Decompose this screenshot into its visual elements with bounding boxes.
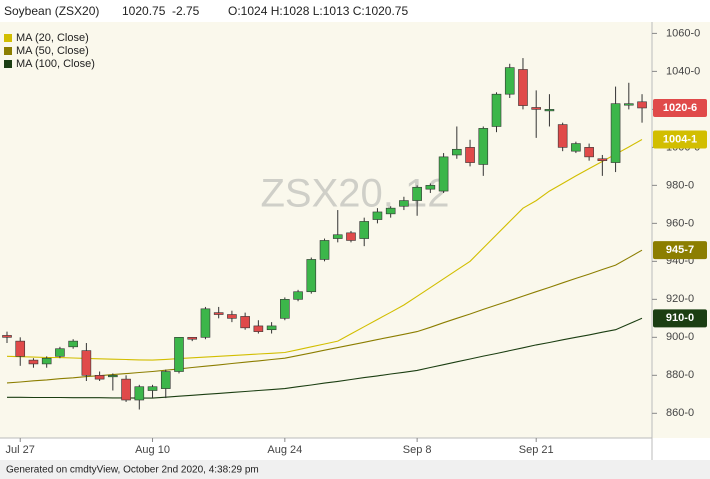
candle-body xyxy=(280,299,290,319)
candle-body xyxy=(531,107,542,110)
candle-body xyxy=(41,357,52,365)
candle-body xyxy=(425,185,436,190)
last-value-box xyxy=(653,130,707,149)
y-tick-label: 860-0 xyxy=(666,407,694,419)
axis-area xyxy=(652,22,710,438)
x-tick-label: Sep 21 xyxy=(519,444,554,456)
candle-body xyxy=(266,325,277,331)
candle-body xyxy=(438,156,449,192)
last-value-label: 945-7 xyxy=(666,244,694,256)
candle-body xyxy=(557,124,568,148)
ma-line xyxy=(7,317,643,399)
candle-body xyxy=(504,67,515,95)
last-value-box xyxy=(653,309,707,328)
candle-body xyxy=(174,337,184,372)
candle-body xyxy=(597,158,608,161)
last-value-box xyxy=(653,98,707,117)
y-tick-label: 1060-0 xyxy=(666,27,700,39)
y-tick-label: 920-0 xyxy=(666,293,694,305)
candle-body xyxy=(293,291,303,300)
ma-line xyxy=(6,139,643,361)
last-price: 1020.75 xyxy=(122,4,166,18)
change: -2.75 xyxy=(172,4,200,18)
candle-body xyxy=(200,308,211,338)
candle-body xyxy=(187,337,198,340)
candle-body xyxy=(346,232,356,241)
last-value-label: 1004-1 xyxy=(663,133,697,145)
candle-body xyxy=(637,101,647,109)
candle-body xyxy=(121,378,131,401)
plot-area xyxy=(0,22,652,438)
legend-label: MA (100, Close) xyxy=(16,58,95,70)
candle-body xyxy=(385,207,396,215)
candle-body xyxy=(518,69,528,106)
x-tick-label: Aug 24 xyxy=(267,444,302,456)
candle-body xyxy=(491,93,502,127)
legend-label: MA (50, Close) xyxy=(16,45,89,57)
candle-body xyxy=(81,350,92,376)
candle-body xyxy=(571,143,581,152)
candle-body xyxy=(213,312,224,315)
candle-body xyxy=(240,316,250,329)
candle-body xyxy=(359,221,370,239)
candle-body xyxy=(478,128,489,165)
x-tick-label: Sep 8 xyxy=(403,444,432,456)
legend-label: MA (20, Close) xyxy=(16,32,89,44)
candle-body xyxy=(452,148,462,156)
candle-body xyxy=(108,375,118,378)
footer: Generated on cmdtyView, October 2nd 2020… xyxy=(6,465,259,476)
symbol: Soybean (ZSX20) xyxy=(4,4,99,18)
legend-swatch xyxy=(4,47,12,55)
x-tick-label: Aug 10 xyxy=(135,444,170,456)
y-tick-label: 960-0 xyxy=(666,217,694,229)
candle-body xyxy=(253,325,264,332)
last-value-box xyxy=(653,241,707,260)
y-tick-label: 900-0 xyxy=(666,331,694,343)
footer-bar xyxy=(0,460,710,479)
candle-body xyxy=(465,147,475,163)
candle-body xyxy=(610,103,621,163)
candle-body xyxy=(68,340,78,348)
last-value-label: 910-0 xyxy=(666,312,694,324)
candle-body xyxy=(306,259,317,293)
candle-body xyxy=(28,359,39,365)
legend-swatch xyxy=(4,60,12,68)
y-tick-label: 1040-0 xyxy=(666,65,700,77)
candle-body xyxy=(227,314,237,319)
ohlc: O:1024 H:1028 L:1013 C:1020.75 xyxy=(228,4,408,18)
last-value-label: 1020-6 xyxy=(663,102,697,114)
candle-body xyxy=(147,386,158,391)
x-tick-label: Jul 27 xyxy=(6,444,35,456)
candle-body xyxy=(624,103,634,106)
candle-body xyxy=(319,240,330,260)
candle-body xyxy=(412,186,422,201)
y-tick-label: 980-0 xyxy=(666,179,694,191)
candle-body xyxy=(15,340,26,357)
candle-body xyxy=(332,234,343,239)
candle-body xyxy=(94,375,105,380)
candle-body xyxy=(372,211,383,220)
candle-body xyxy=(134,386,145,401)
candle-body xyxy=(160,371,171,389)
candle-body xyxy=(55,348,65,357)
y-tick-label: 880-0 xyxy=(666,369,694,381)
candle-body xyxy=(399,200,409,207)
candle-body xyxy=(2,335,12,338)
candle-body xyxy=(544,109,555,112)
candle-body xyxy=(584,147,594,158)
legend-swatch xyxy=(4,34,12,42)
